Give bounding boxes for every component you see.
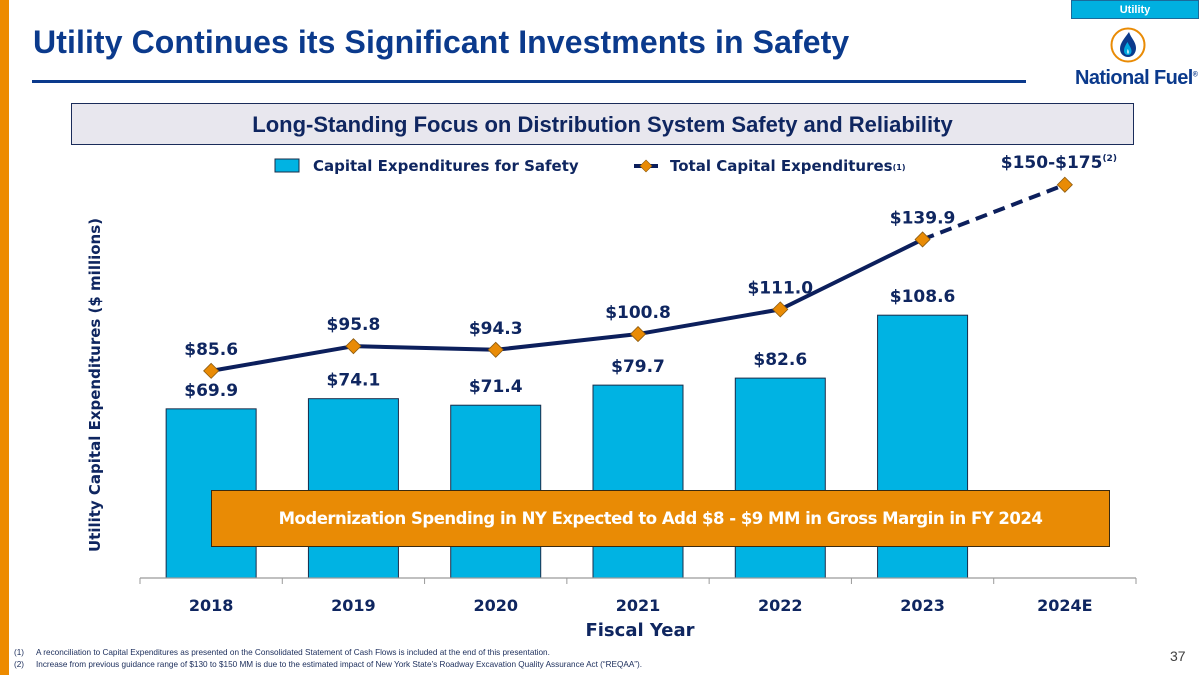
bar-value-label-2018: $69.9 — [184, 381, 238, 401]
line-value-label-2024E: $150-$175(2) — [1001, 153, 1117, 173]
bar-value-label-2019: $74.1 — [327, 371, 381, 391]
total-capex-line — [210, 237, 924, 373]
bar-2022 — [734, 377, 826, 579]
line-value-label-2023: $139.9 — [890, 208, 956, 228]
x-tick-label-2018: 2018 — [189, 596, 234, 615]
marker-2020 — [487, 341, 504, 358]
legend-label-total: Total Capital Expenditures(1) — [670, 157, 906, 175]
bar-value-label-2023: $108.6 — [890, 287, 956, 307]
footnote-ref: (1) — [893, 163, 906, 172]
bar-2019 — [307, 398, 399, 579]
data-labels: $69.9 $74.1 $71.4 $79.7 $82.6 $108.6 $85.6 $95.… — [184, 153, 1117, 401]
marker-2019 — [345, 338, 362, 355]
x-tick-label-2020: 2020 — [473, 596, 518, 615]
accent-side-bar — [0, 0, 9, 675]
bar-2021 — [592, 384, 684, 579]
legend-marker-swatch — [639, 159, 653, 173]
page-title: Utility Continues its Significant Invest… — [33, 24, 850, 60]
marker-2021 — [629, 325, 647, 343]
x-tick-label-2019: 2019 — [331, 596, 376, 615]
company-logo: National Fuel® — [1070, 26, 1198, 96]
title-divider — [32, 80, 1026, 83]
bar-value-label-2022: $82.6 — [753, 350, 807, 370]
x-tick-label-2024E: 2024E — [1037, 596, 1092, 615]
legend-label-safety: Capital Expenditures for Safety — [313, 157, 579, 175]
legend-bar-swatch — [274, 158, 300, 173]
bar-value-label-2020: $71.4 — [469, 377, 523, 397]
margin-callout: Modernization Spending in NY Expected to… — [211, 490, 1110, 547]
x-tick-label-2023: 2023 — [900, 596, 945, 615]
flame-logo-icon — [1110, 27, 1146, 63]
footnote-2: (2) Increase from previous guidance range… — [14, 660, 643, 669]
line-value-label-2021: $100.8 — [605, 303, 671, 323]
footnote-1: (1) A reconciliation to Capital Expenditu… — [14, 648, 550, 657]
marker-2022 — [772, 301, 789, 318]
subtitle-banner: Long-Standing Focus on Distribution Syst… — [71, 103, 1134, 145]
x-tick-label-2021: 2021 — [616, 596, 661, 615]
line-value-label-2018: $85.6 — [184, 340, 238, 360]
section-tag: Utility — [1071, 0, 1199, 19]
x-axis: 2018 2019 2020 2021 2022 2023 2024E — [139, 577, 1137, 615]
marker-2024E — [1056, 176, 1073, 193]
page-number: 37 — [1170, 648, 1186, 664]
footnote-ref: (2) — [1102, 154, 1117, 164]
line-value-label-2020: $94.3 — [469, 319, 523, 339]
marker-2023 — [914, 231, 931, 248]
line-value-label-2022: $111.0 — [747, 278, 813, 298]
marker-2018 — [203, 362, 220, 379]
line-value-label-2019: $95.8 — [327, 315, 381, 335]
line-series — [203, 176, 1073, 379]
logo-wordmark: National Fuel® — [1075, 67, 1198, 89]
footnotes: (1) A reconciliation to Capital Expenditu… — [14, 647, 642, 671]
x-axis-title: Fiscal Year — [585, 620, 694, 641]
y-axis-title: Utility Capital Expenditures ($ millions… — [86, 218, 104, 552]
bar-value-label-2021: $79.7 — [611, 357, 665, 377]
total-capex-projection-line — [921, 182, 1066, 242]
chart-legend: Capital Expenditures for Safety Total Cap… — [274, 157, 906, 175]
x-tick-label-2022: 2022 — [758, 596, 803, 615]
